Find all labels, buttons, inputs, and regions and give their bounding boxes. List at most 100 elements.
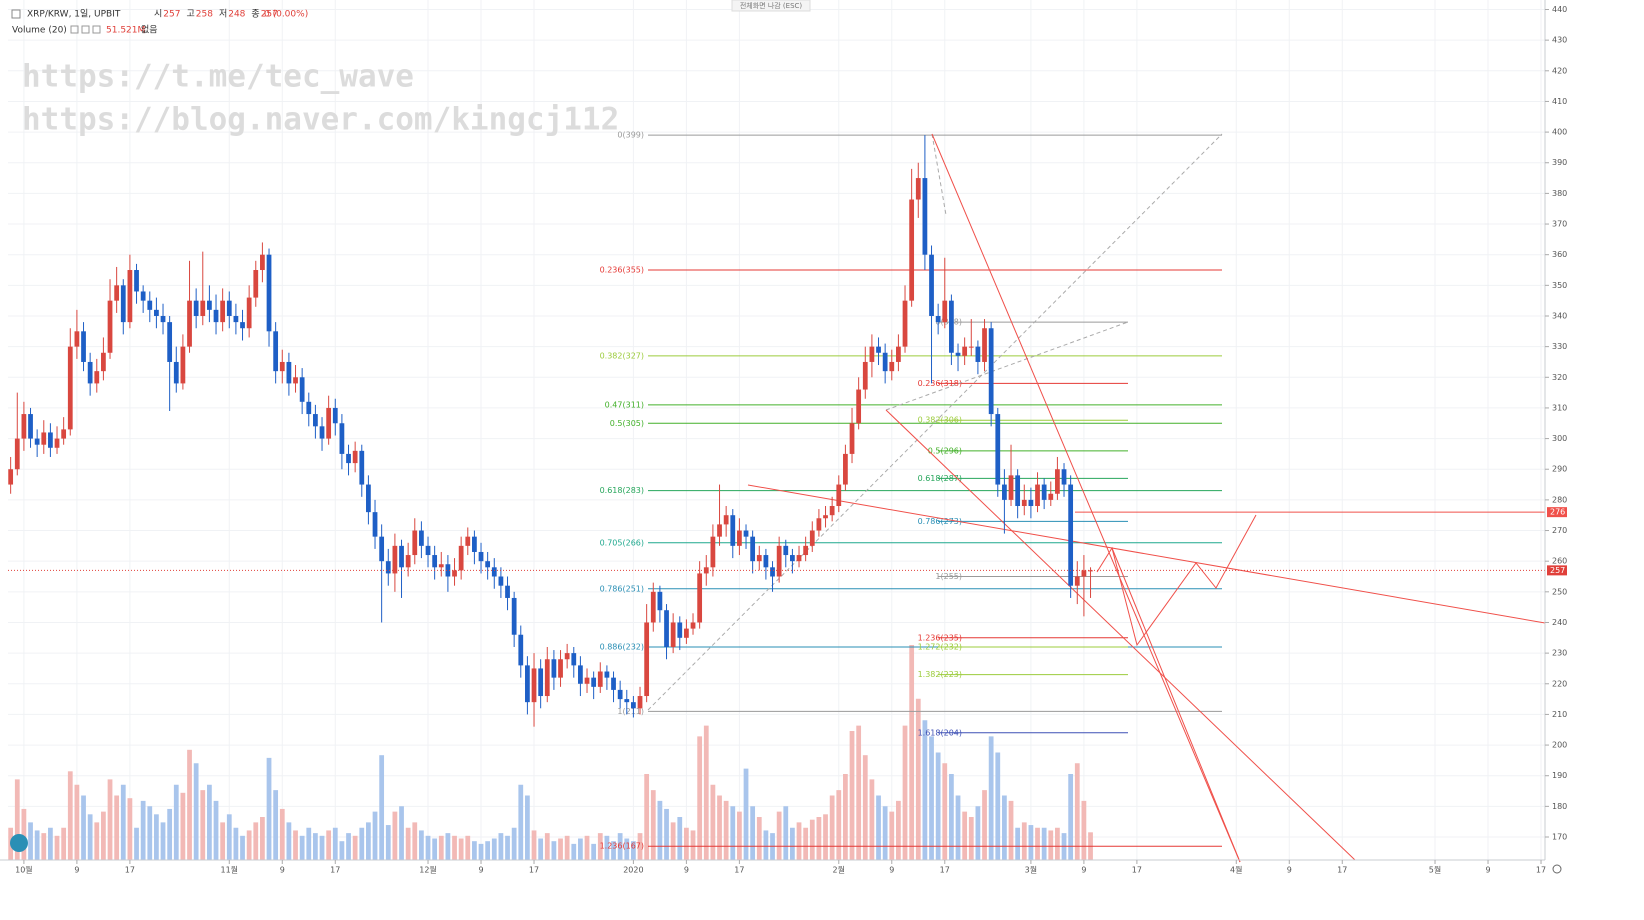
candle-body	[644, 622, 650, 697]
fib-label: 0.382(306)	[918, 416, 962, 425]
candle-body	[617, 689, 623, 700]
fullscreen-label[interactable]: 전체화면 나감 (ESC)	[740, 1, 803, 10]
candle-body	[995, 414, 1001, 485]
collapse-icon[interactable]	[11, 9, 21, 19]
candle-body	[650, 591, 656, 623]
volume-bar	[366, 822, 371, 860]
candle-body	[631, 702, 636, 709]
candle-body	[942, 300, 948, 323]
candle-body	[836, 484, 842, 507]
candle-body	[611, 677, 616, 690]
candle-body	[438, 564, 444, 568]
candle-body	[1028, 499, 1034, 507]
fib-label: 1.272(232)	[918, 642, 962, 651]
volume-bar	[213, 800, 219, 860]
volume-bar	[551, 841, 557, 860]
volume-bar	[405, 827, 411, 860]
candle-body	[770, 567, 775, 577]
candle-body	[458, 545, 464, 571]
indicator-icon[interactable]	[70, 25, 79, 34]
candle-body	[173, 361, 179, 384]
background	[0, 0, 1644, 880]
volume-bar	[94, 822, 100, 860]
volume-bar	[544, 833, 550, 860]
candle-body	[465, 536, 471, 546]
projection-path	[1096, 514, 1257, 647]
candle-body	[776, 545, 782, 577]
candle-body	[597, 671, 603, 687]
fullscreen-button[interactable]	[731, 0, 811, 12]
candle-body	[843, 453, 848, 485]
candle-body	[909, 199, 915, 301]
volume-bar	[611, 841, 616, 860]
volume-bar	[21, 808, 27, 860]
volume-bar	[458, 838, 464, 860]
indicator-icon[interactable]	[92, 25, 101, 34]
candle-body	[21, 414, 27, 439]
candle-body	[591, 677, 597, 687]
x-tick-label: 9	[889, 866, 894, 875]
settings-icon[interactable]	[1552, 864, 1562, 874]
candle-body	[604, 671, 610, 678]
candle-body	[1055, 469, 1060, 494]
symbol[interactable]: XRP/KRW, 1일, UPBIT	[27, 9, 121, 20]
candle-body	[28, 414, 33, 439]
candle-body	[505, 585, 510, 598]
candle-body	[723, 515, 729, 525]
candle-body	[703, 567, 709, 574]
indicator-name[interactable]: Volume (20)	[12, 26, 67, 36]
volume-bar	[637, 833, 643, 860]
volume-bar	[233, 827, 239, 860]
volume-bar	[737, 811, 742, 860]
indicator-icon[interactable]	[81, 25, 90, 34]
volume-bar	[677, 817, 683, 860]
volume-bar	[372, 811, 378, 860]
volume-bar	[664, 808, 669, 860]
volume-bar	[67, 771, 73, 860]
volume-bar	[306, 827, 312, 860]
volume-bar	[419, 830, 424, 860]
volume-bar	[359, 827, 365, 860]
y-tick-label: 360	[1552, 250, 1567, 259]
candle-body	[511, 597, 517, 635]
y-tick-label: 200	[1552, 741, 1567, 750]
volume-bar	[253, 822, 259, 860]
candle-body	[988, 328, 994, 415]
volume-bar	[763, 830, 769, 860]
volume-bar	[432, 838, 438, 860]
candle-body	[240, 322, 245, 329]
y-tick-label: 240	[1552, 618, 1567, 627]
candle-body	[544, 659, 550, 697]
candle-body	[962, 346, 968, 356]
ohlc-label: 저	[219, 9, 227, 20]
candle-body	[1068, 484, 1074, 586]
candle-body	[1048, 493, 1054, 500]
fib-label: 1.236(167)	[600, 842, 644, 851]
candle-body	[955, 352, 961, 356]
x-tick-label: 17	[1337, 866, 1347, 875]
y-tick-label: 380	[1552, 189, 1567, 198]
y-tick-label: 220	[1552, 679, 1567, 688]
volume-bar	[438, 835, 444, 860]
x-tick-label: 11월	[221, 865, 239, 875]
candle-body	[293, 377, 298, 384]
candle-body	[372, 512, 378, 537]
volume-bar	[1008, 800, 1014, 860]
candle-body	[664, 610, 669, 647]
price-levels	[8, 511, 1545, 571]
candle-body	[657, 591, 663, 611]
volume-bar	[591, 843, 597, 860]
volume-pane	[8, 645, 1093, 860]
price-label-box	[1547, 565, 1567, 576]
volume-bar	[809, 819, 815, 860]
candle-body	[1021, 499, 1027, 507]
volume-bar	[505, 835, 510, 860]
candle-body	[226, 300, 232, 316]
logo[interactable]	[10, 834, 28, 852]
volume-bar	[81, 795, 86, 860]
y-tick-label: 310	[1552, 403, 1567, 412]
volume-bar	[293, 830, 298, 860]
candles	[8, 135, 1093, 727]
volume-bar	[445, 833, 451, 860]
y-tick-label: 270	[1552, 526, 1567, 535]
